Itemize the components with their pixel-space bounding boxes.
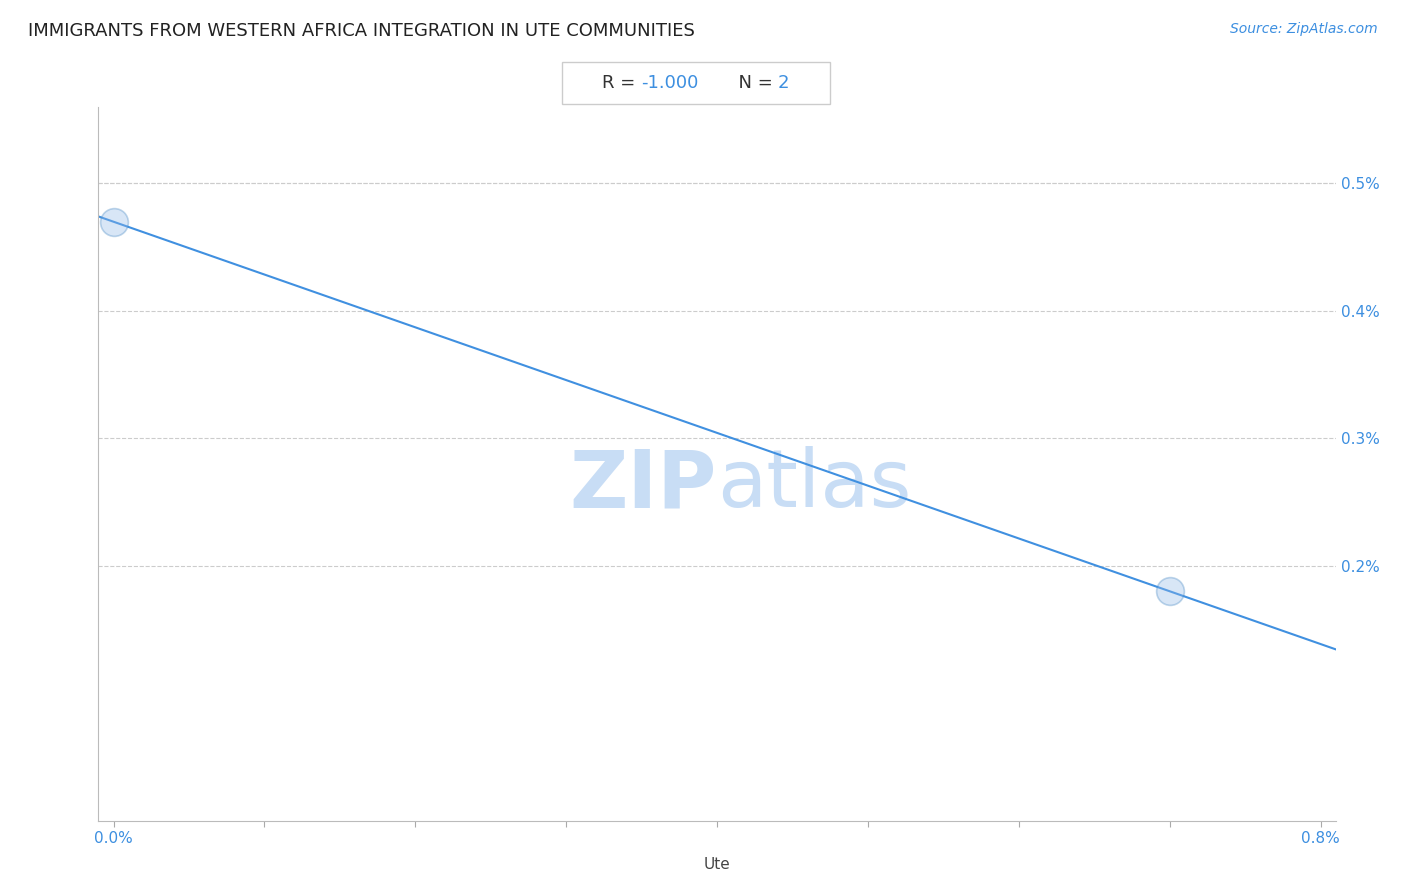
- Text: ZIP: ZIP: [569, 446, 717, 524]
- Text: N =: N =: [727, 74, 779, 92]
- Text: R =: R =: [602, 74, 641, 92]
- X-axis label: Ute: Ute: [703, 857, 731, 872]
- Point: [1159, 584, 1181, 599]
- Text: -1.000: -1.000: [641, 74, 699, 92]
- Text: Source: ZipAtlas.com: Source: ZipAtlas.com: [1230, 22, 1378, 37]
- Text: IMMIGRANTS FROM WESTERN AFRICA INTEGRATION IN UTE COMMUNITIES: IMMIGRANTS FROM WESTERN AFRICA INTEGRATI…: [28, 22, 695, 40]
- Point: [103, 215, 125, 229]
- Text: atlas: atlas: [717, 446, 911, 524]
- Text: 2: 2: [778, 74, 789, 92]
